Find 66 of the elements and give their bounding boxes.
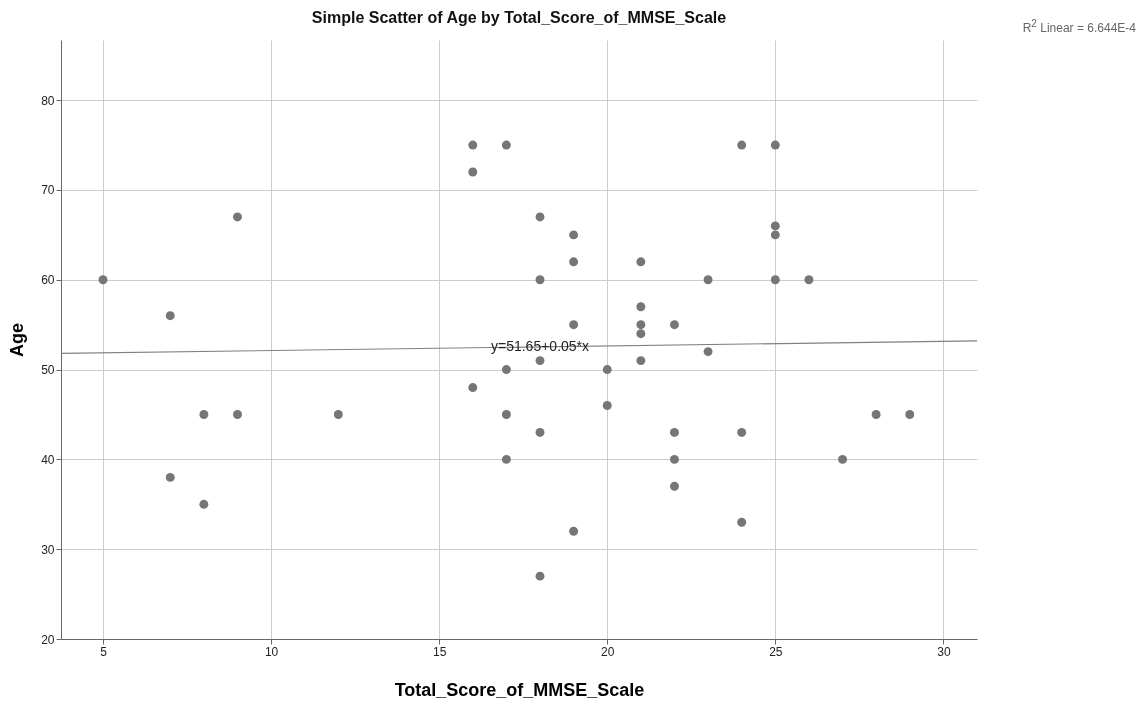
point (98, 275, 108, 285)
point (838, 454, 848, 464)
point (703, 347, 713, 357)
point (569, 320, 579, 330)
point (233, 212, 242, 222)
point (199, 499, 209, 509)
point (468, 383, 478, 393)
point (333, 410, 343, 419)
x-axis-title: Total_Score_of_MMSE_Scale (394, 679, 645, 700)
point (770, 275, 780, 285)
point (770, 230, 780, 240)
point (602, 365, 612, 375)
point (569, 526, 579, 536)
x-tick-label: 15 (432, 644, 447, 659)
point (535, 356, 545, 366)
point (535, 212, 545, 222)
point (636, 320, 646, 330)
point (501, 140, 511, 150)
point (535, 275, 545, 285)
point (468, 140, 478, 150)
text: R$^{2}$ Linear = 6.644E-4 (1022, 18, 1136, 35)
point (569, 257, 579, 267)
point (233, 410, 242, 419)
point (636, 257, 646, 267)
point (871, 410, 881, 419)
point (501, 410, 511, 419)
y-tick-label: 80 (41, 93, 55, 108)
point (165, 311, 175, 321)
point (804, 275, 814, 285)
point (670, 427, 679, 437)
point (737, 427, 747, 437)
x-tick-label: 10 (264, 644, 279, 659)
point (636, 329, 646, 339)
y-tick-label: 30 (41, 542, 55, 557)
point (670, 454, 679, 464)
point (636, 356, 646, 366)
point (905, 410, 915, 419)
x-tick-label: 20 (601, 644, 615, 659)
point (770, 140, 780, 150)
point (535, 427, 545, 437)
point (501, 365, 511, 375)
point (770, 221, 780, 231)
point (569, 230, 579, 240)
y-tick-label: 60 (41, 273, 55, 288)
chart-title: Simple Scatter of Age by Total_Score_of_MMSE_Scale (311, 9, 727, 26)
point (636, 302, 646, 312)
y-tick-label: 70 (41, 183, 55, 198)
point (535, 571, 545, 581)
point (468, 167, 478, 177)
y-tick-label: 40 (41, 452, 55, 467)
point (670, 481, 679, 491)
point (703, 275, 713, 285)
point (199, 410, 209, 419)
y-tick-label: 20 (41, 632, 55, 647)
point (165, 472, 175, 482)
x-tick-label: 25 (769, 644, 783, 659)
y-axis-title: Age (7, 322, 28, 358)
point (737, 517, 747, 527)
x-tick-label: 5 (100, 644, 108, 659)
point (737, 140, 747, 150)
point (602, 401, 612, 410)
x-tick-label: 30 (937, 644, 951, 659)
annotation: y=51.65+0.05*x (490, 337, 590, 354)
y-tick-label: 50 (41, 363, 55, 378)
point (670, 320, 679, 330)
point (501, 454, 511, 464)
